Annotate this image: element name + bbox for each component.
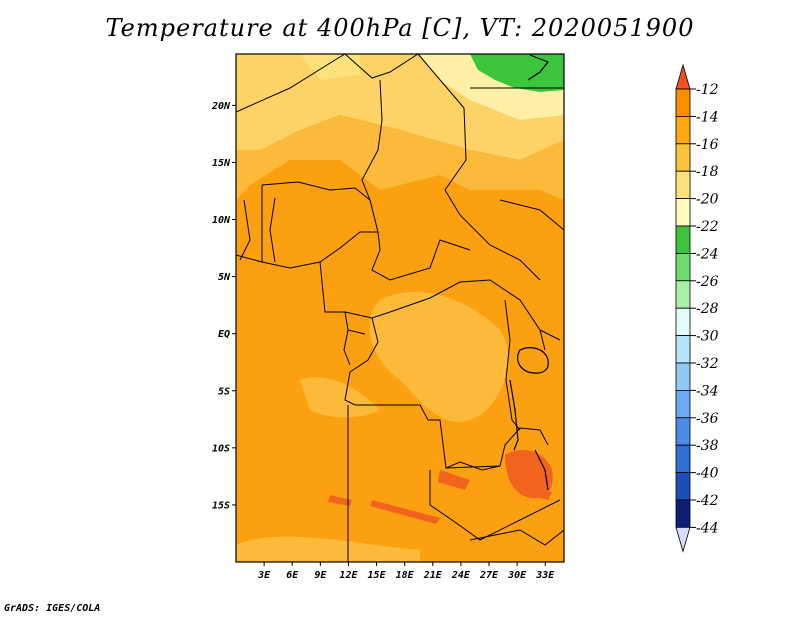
colorbar-label: -42 xyxy=(696,493,719,509)
colorbar-label: -22 xyxy=(696,219,719,235)
colorbar-swatch xyxy=(675,170,691,199)
lon-label: 3E xyxy=(257,570,271,581)
lat-label: 15S xyxy=(212,500,230,511)
longitude-axis: 3E 6E 9E 12E 15E 18E 21E 24E 27E 30E 33E xyxy=(257,562,555,581)
colorbar-label: -38 xyxy=(696,438,719,454)
colorbar-swatch xyxy=(675,335,691,364)
colorbar-swatch xyxy=(675,444,691,474)
colorbar-label: -14 xyxy=(696,109,719,125)
colorbar-swatch xyxy=(675,143,691,172)
map-frame xyxy=(235,53,565,563)
colorbar-label: -16 xyxy=(696,137,719,153)
colorbar-label: -12 xyxy=(696,82,719,98)
colorbar-label: -26 xyxy=(696,274,719,290)
lon-label: 30E xyxy=(507,570,527,581)
colorbar-swatch xyxy=(675,198,691,227)
map-title: Temperature at 400hPa [C], VT: 202005190… xyxy=(105,14,695,42)
colorbar-swatch xyxy=(675,252,691,282)
lon-label: 6E xyxy=(286,570,299,581)
colorbar-label: -36 xyxy=(696,411,719,427)
colorbar-swatch xyxy=(675,307,691,337)
colorbar-swatch xyxy=(675,389,691,419)
colorbar-label: -28 xyxy=(696,301,719,317)
lon-label: 24E xyxy=(451,570,471,581)
colorbar-swatch xyxy=(675,88,691,117)
colorbar: -12 -14 -16 -18 -20 -22 -24 -26 -28 -30 -32 -34 -36 -… xyxy=(675,63,719,553)
colorbar-label: -18 xyxy=(696,164,719,180)
colorbar-swatch xyxy=(675,417,691,446)
colorbar-swatch xyxy=(675,472,691,501)
colorbar-label: -32 xyxy=(696,356,719,372)
colorbar-swatch xyxy=(675,225,691,254)
colorbar-swatch xyxy=(675,116,691,145)
lat-label: 10N xyxy=(212,215,231,226)
lat-label: 10S xyxy=(212,443,230,454)
colorbar-swatch xyxy=(675,362,691,391)
colorbar-label: -24 xyxy=(696,246,719,262)
lon-label: 33E xyxy=(535,570,555,581)
colorbar-swatch xyxy=(675,280,691,309)
colorbar-label: -20 xyxy=(696,192,719,208)
colorbar-swatch xyxy=(675,499,691,528)
lon-label: 9E xyxy=(314,570,327,581)
lon-label: 15E xyxy=(368,570,387,581)
lakes xyxy=(509,54,549,491)
lat-label: 15N xyxy=(212,158,231,169)
lon-label: 21E xyxy=(423,570,443,581)
country-borders xyxy=(236,54,564,562)
colorbar-swatch xyxy=(675,63,691,90)
lat-label: 5N xyxy=(218,272,231,283)
colorbar-swatch xyxy=(675,527,691,553)
lat-label: 20N xyxy=(211,101,231,112)
latitude-axis: 20N 15N 10N 5N EQ 5S 10S 15S xyxy=(211,101,236,511)
colorbar-label: -40 xyxy=(696,466,719,482)
colorbar-label: -30 xyxy=(696,329,719,345)
lat-label: 5S xyxy=(218,386,230,397)
lon-label: 12E xyxy=(339,570,358,581)
credit-text: GrADS: IGES/COLA xyxy=(4,603,101,614)
lon-label: 18E xyxy=(396,570,415,581)
colorbar-label: -44 xyxy=(696,520,719,536)
lat-label: EQ xyxy=(218,329,230,340)
colorbar-label: -34 xyxy=(696,383,719,399)
lon-label: 27E xyxy=(479,570,499,581)
